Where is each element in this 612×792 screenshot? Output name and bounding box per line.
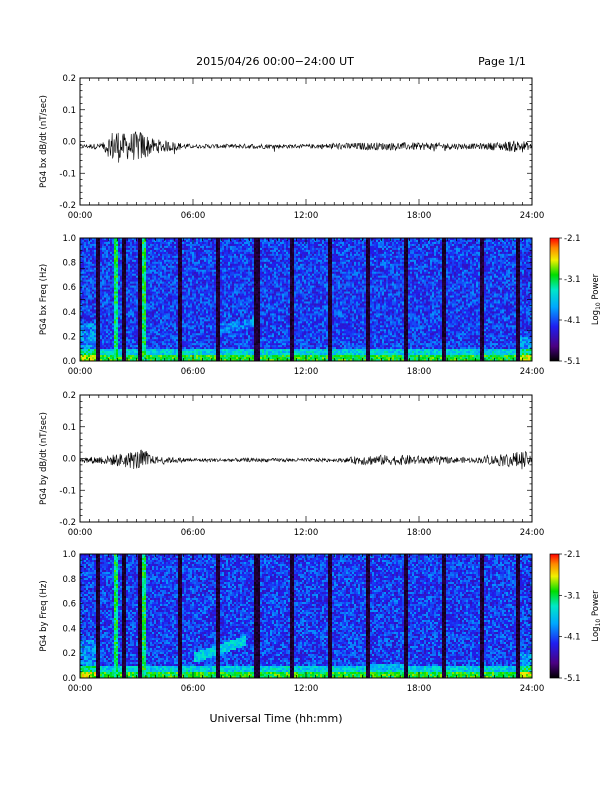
- x-tick-label: 00:00: [68, 211, 93, 221]
- y-tick-label: 0.2: [62, 649, 76, 659]
- y-axis-label: PG4 bx Freq (Hz): [39, 264, 49, 335]
- y-tick-label: 0.1: [62, 106, 76, 116]
- y-tick-label: -0.1: [59, 169, 76, 179]
- page-number: Page 1/1: [478, 55, 526, 68]
- y-tick-label: 0.0: [62, 674, 76, 684]
- x-tick-label: 12:00: [294, 528, 319, 538]
- x-tick-label: 18:00: [407, 528, 432, 538]
- x-tick-label: 00:00: [68, 684, 93, 694]
- x-tick-label: 18:00: [407, 211, 432, 221]
- x-tick-label: 06:00: [181, 528, 206, 538]
- x-tick-label: 06:00: [181, 211, 206, 221]
- x-tick-label: 24:00: [520, 367, 545, 377]
- colorbar-tick-label: -2.1: [564, 234, 581, 244]
- plot-frame: [79, 77, 533, 206]
- page-header: 2015/04/26 00:00−24:00 UT Page 1/1: [196, 55, 526, 68]
- colorbar-tick-label: -5.1: [564, 357, 581, 367]
- x-tick-label: 18:00: [407, 684, 432, 694]
- y-tick-label: 1.0: [62, 234, 76, 244]
- x-tick-label: 06:00: [181, 684, 206, 694]
- x-tick-label: 12:00: [294, 684, 319, 694]
- chart-panel-by-spectrogram: 00:00 06:00 12:00 18:00 24:00 1.0 0.8 0.6 0.4 0.2…: [39, 550, 602, 694]
- colorbar: [549, 553, 560, 679]
- y-tick-label: -0.2: [59, 201, 76, 211]
- x-tick-label: 24:00: [520, 211, 545, 221]
- colorbar-tick-label: -3.1: [564, 275, 581, 285]
- series-line: [79, 449, 533, 470]
- colorbar-tick-label: -4.1: [564, 633, 581, 643]
- y-tick-label: 0.2: [62, 332, 76, 342]
- y-axis-label: PG4 by dB/dt (nT/sec): [39, 412, 49, 505]
- series-line: [79, 131, 533, 163]
- colorbar-tick-label: -3.1: [564, 591, 581, 601]
- x-tick-label: 12:00: [294, 211, 319, 221]
- y-axis-label: PG4 by Freq (Hz): [39, 580, 49, 651]
- x-tick-label: 06:00: [181, 367, 206, 377]
- colorbar-tick-label: -5.1: [564, 674, 581, 684]
- y-tick-label: 0.0: [62, 357, 76, 367]
- y-tick-label: 0.4: [62, 308, 76, 318]
- colorbar-label: Log10 Power: [591, 273, 602, 325]
- y-tick-label: 0.6: [62, 283, 76, 293]
- x-tick-label: 12:00: [294, 367, 319, 377]
- x-tick-label: 00:00: [68, 528, 93, 538]
- spectrogram-cells: [80, 554, 533, 679]
- colorbar-tick-label: -4.1: [564, 316, 581, 326]
- y-tick-label: -0.2: [59, 518, 76, 528]
- y-tick-label: 0.8: [62, 575, 76, 585]
- y-tick-label: 1.0: [62, 550, 76, 560]
- y-tick-label: 0.2: [62, 391, 76, 401]
- colorbar-label: Log10 Power: [591, 590, 602, 642]
- plot-title: 2015/04/26 00:00−24:00 UT: [196, 55, 354, 68]
- chart-panel-bx-spectrogram: 00:00 06:00 12:00 18:00 24:00 1.0 0.8 0.6 0.4 0.2…: [39, 234, 602, 377]
- y-tick-label: 0.8: [62, 259, 76, 269]
- y-tick-label: 0.4: [62, 624, 76, 634]
- spectrogram-cells: [80, 238, 533, 362]
- x-axis-title: Universal Time (hh:mm): [210, 712, 343, 725]
- x-tick-label: 00:00: [68, 367, 93, 377]
- y-axis-label: PG4 bx dB/dt (nT/sec): [39, 95, 49, 188]
- y-tick-label: 0.6: [62, 600, 76, 610]
- y-tick-label: 0.0: [62, 455, 76, 465]
- y-tick-label: -0.1: [59, 486, 76, 496]
- y-tick-label: 0.1: [62, 423, 76, 433]
- chart-panel-by-dbdt: 00:00 06:00 12:00 18:00 24:00 0.2 0.1 0.0 -0.1 -0…: [39, 391, 544, 538]
- y-tick-label: 0.0: [62, 138, 76, 148]
- x-tick-label: 18:00: [407, 367, 432, 377]
- colorbar: [549, 237, 560, 362]
- colorbar-tick-label: -2.1: [564, 550, 581, 560]
- y-tick-label: 0.2: [62, 74, 76, 84]
- chart-panel-bx-dbdt: 00:00 06:00 12:00 18:00 24:00 0.2 0.1 0.0 -0.1 -0…: [39, 74, 544, 221]
- x-tick-label: 24:00: [520, 684, 545, 694]
- x-tick-label: 24:00: [520, 528, 545, 538]
